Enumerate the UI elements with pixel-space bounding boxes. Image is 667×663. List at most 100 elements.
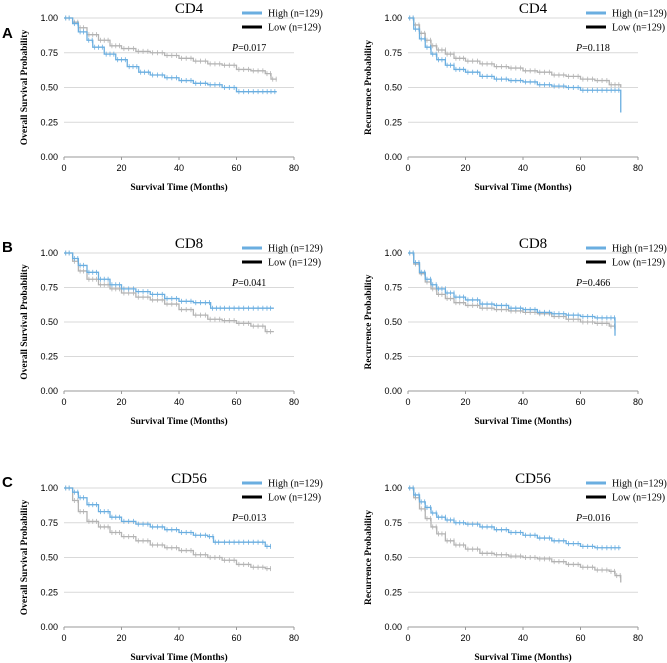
chart-title: CD4	[519, 1, 548, 17]
chart-title: CD4	[175, 1, 204, 17]
x-tick-label: 60	[575, 633, 585, 643]
legend-label-low: Low (n=129)	[612, 258, 665, 269]
high-curve	[64, 487, 271, 548]
legend-label-low: Low (n=129)	[612, 23, 665, 34]
y-axis-label: Overall Survival Probability	[20, 264, 30, 380]
y-tick-label: 0.75	[40, 283, 58, 293]
p-value: P=0.017	[231, 43, 266, 54]
y-tick-label: 1.00	[40, 13, 58, 23]
x-axis-label: Survival Time (Months)	[474, 182, 571, 193]
x-tick-label: 0	[405, 633, 410, 643]
km-chart-6: 0.00 0.25 0.50 0.75 1.00 0 20 40 60 80 Survival Ti…	[364, 471, 667, 663]
y-tick-label: 1.00	[384, 483, 402, 493]
x-tick-label: 40	[518, 633, 528, 643]
legend-label-low: Low (n=129)	[612, 493, 665, 504]
p-value-number: =0.013	[238, 513, 266, 524]
p-value-number: =0.017	[238, 43, 266, 54]
p-value: P=0.118	[575, 43, 610, 54]
x-tick-label: 40	[174, 397, 184, 407]
high-curve	[408, 487, 621, 549]
chart-title: CD8	[175, 236, 203, 252]
y-tick-label: 0.25	[40, 117, 58, 127]
y-axis-label: Recurrence Probability	[364, 274, 374, 369]
p-value: P=0.013	[231, 513, 266, 524]
x-tick-label: 80	[289, 633, 299, 643]
high-curve	[64, 17, 277, 93]
panel-letter-a: A	[2, 25, 13, 42]
x-tick-label: 20	[460, 633, 470, 643]
x-tick-label: 80	[289, 397, 299, 407]
y-tick-label: 1.00	[384, 248, 402, 258]
y-tick-label: 0.75	[384, 48, 402, 58]
legend-label-low: Low (n=129)	[268, 23, 321, 34]
y-tick-label: 0.50	[384, 317, 402, 327]
legend-label-high: High (n=129)	[268, 479, 323, 490]
x-tick-label: 20	[460, 397, 470, 407]
x-tick-label: 60	[575, 163, 585, 173]
legend-label-low: Low (n=129)	[268, 258, 321, 269]
chart-title: CD56	[171, 471, 207, 487]
y-tick-label: 0.00	[40, 386, 58, 396]
x-tick-label: 80	[289, 163, 299, 173]
low-curve	[64, 252, 274, 333]
y-axis-label: Recurrence Probability	[364, 40, 374, 135]
legend-label-high: High (n=129)	[612, 479, 667, 490]
x-tick-label: 80	[633, 163, 643, 173]
p-value-number: =0.118	[582, 43, 610, 54]
y-tick-label: 0.00	[384, 622, 402, 632]
y-tick-label: 1.00	[40, 483, 58, 493]
y-tick-label: 0.50	[384, 553, 402, 563]
x-tick-label: 20	[460, 163, 470, 173]
y-tick-label: 0.00	[384, 152, 402, 162]
km-chart-1: 0.00 0.25 0.50 0.75 1.00 0 20 40 60 80 Survival Ti…	[20, 1, 323, 193]
p-value-number: =0.466	[582, 278, 610, 289]
chart-title: CD56	[515, 471, 551, 487]
p-value: P=0.466	[575, 278, 610, 289]
legend-label-high: High (n=129)	[612, 244, 667, 255]
x-tick-label: 40	[518, 397, 528, 407]
panel-letter-c: C	[2, 474, 13, 491]
x-tick-label: 40	[174, 163, 184, 173]
km-chart-3: 0.00 0.25 0.50 0.75 1.00 0 20 40 60 80 Survival Ti…	[20, 236, 323, 427]
y-tick-label: 0.25	[40, 352, 58, 362]
x-tick-label: 40	[174, 633, 184, 643]
x-axis-label: Survival Time (Months)	[130, 416, 227, 427]
x-tick-label: 20	[116, 163, 126, 173]
y-tick-label: 0.25	[40, 587, 58, 597]
low-curve	[64, 487, 271, 570]
y-tick-label: 0.25	[384, 587, 402, 597]
chart-title: CD8	[519, 236, 547, 252]
y-axis-label: Recurrence Probability	[364, 510, 374, 605]
y-tick-label: 0.75	[384, 518, 402, 528]
y-tick-label: 0.50	[40, 317, 58, 327]
y-axis-label: Overall Survival Probability	[20, 500, 30, 616]
high-curve	[64, 252, 274, 309]
x-tick-label: 40	[518, 163, 528, 173]
legend-label-high: High (n=129)	[268, 9, 323, 20]
x-tick-label: 60	[231, 633, 241, 643]
x-tick-label: 0	[61, 633, 66, 643]
p-value: P=0.041	[231, 278, 266, 289]
y-tick-label: 0.50	[384, 83, 402, 93]
x-tick-label: 0	[61, 163, 66, 173]
legend-label-high: High (n=129)	[612, 9, 667, 20]
x-tick-label: 80	[633, 633, 643, 643]
y-tick-label: 1.00	[40, 248, 58, 258]
km-chart-4: 0.00 0.25 0.50 0.75 1.00 0 20 40 60 80 Survival Ti…	[364, 236, 667, 427]
x-tick-label: 0	[61, 397, 66, 407]
x-axis-label: Survival Time (Months)	[130, 652, 227, 663]
y-tick-label: 0.00	[40, 152, 58, 162]
p-value-symbol: P	[575, 278, 582, 289]
y-tick-label: 0.75	[384, 283, 402, 293]
p-value-number: =0.016	[582, 513, 610, 524]
km-chart-5: 0.00 0.25 0.50 0.75 1.00 0 20 40 60 80 Survival Ti…	[20, 471, 323, 663]
y-tick-label: 0.25	[384, 117, 402, 127]
x-tick-label: 0	[405, 163, 410, 173]
legend-label-high: High (n=129)	[268, 244, 323, 255]
x-tick-label: 60	[231, 163, 241, 173]
p-value-symbol: P	[575, 43, 582, 54]
y-tick-label: 1.00	[384, 13, 402, 23]
p-value-symbol: P	[231, 513, 238, 524]
x-tick-label: 0	[405, 397, 410, 407]
